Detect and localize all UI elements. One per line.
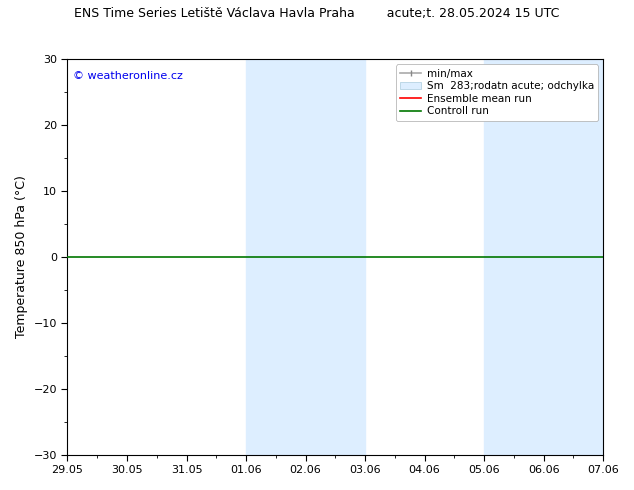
Legend: min/max, Sm  283;rodatn acute; odchylka, Ensemble mean run, Controll run: min/max, Sm 283;rodatn acute; odchylka, … (396, 65, 598, 121)
Bar (246, 59, 365, 455)
Text: © weatheronline.cz: © weatheronline.cz (73, 71, 183, 81)
Bar (484, 59, 603, 455)
Text: ENS Time Series Letiště Václava Havla Praha        acute;t. 28.05.2024 15 UTC: ENS Time Series Letiště Václava Havla Pr… (74, 7, 560, 21)
Y-axis label: Temperature 850 hPa (°C): Temperature 850 hPa (°C) (15, 175, 28, 339)
